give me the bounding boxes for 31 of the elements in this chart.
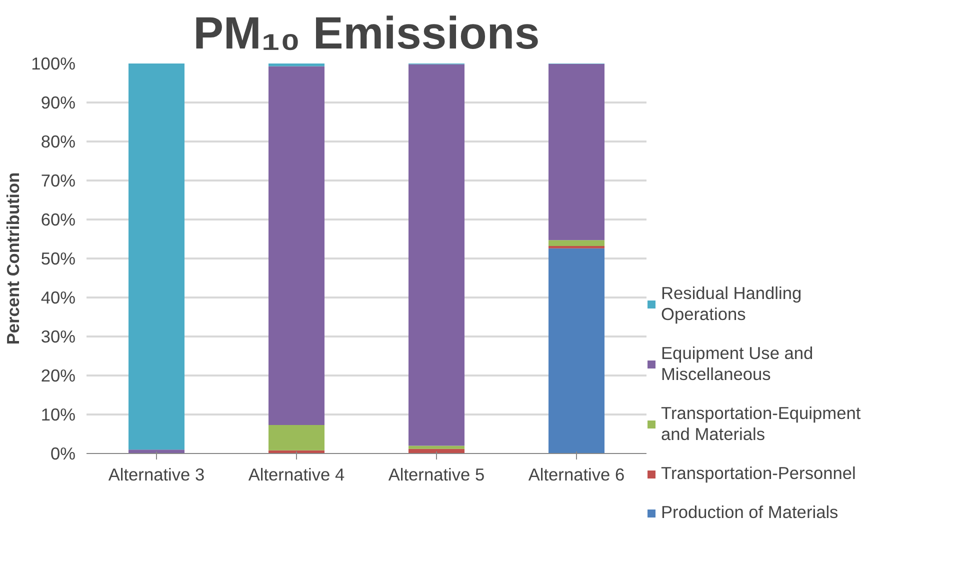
y-tick-label: 70% xyxy=(40,170,76,190)
bar xyxy=(548,240,604,246)
bar xyxy=(548,64,604,240)
legend-label: Residual Handling Operations xyxy=(661,283,802,325)
bar xyxy=(268,64,324,66)
x-tick-label: Alternative 3 xyxy=(108,464,205,484)
x-tick-label: Alternative 4 xyxy=(248,464,346,484)
y-tick-label: 100% xyxy=(31,54,76,74)
y-tick-label: 30% xyxy=(40,326,76,346)
y-axis-title: Percent Contribution xyxy=(3,172,24,345)
bar xyxy=(128,64,184,450)
y-tick-label: 60% xyxy=(40,210,76,230)
legend-label: Equipment Use and Miscellaneous xyxy=(661,343,814,385)
y-tick-label: 90% xyxy=(40,92,76,112)
y-tick-label: 20% xyxy=(40,366,76,386)
x-tick-label: Alternative 5 xyxy=(388,464,485,484)
bar xyxy=(268,66,324,426)
y-tick-label: 40% xyxy=(40,288,76,308)
bar xyxy=(548,248,604,454)
bar xyxy=(408,446,464,449)
x-tick-label: Alternative 6 xyxy=(528,464,625,484)
legend-label: Transportation-Personnel xyxy=(661,463,856,484)
bar xyxy=(408,64,464,446)
bar xyxy=(268,425,324,450)
legend-label: Transportation-Equipment and Materials xyxy=(661,403,861,445)
y-tick-label: 50% xyxy=(40,248,76,268)
legend-label: Production of Materials xyxy=(661,502,838,523)
chart-title: PM₁₀ Emissions xyxy=(193,8,540,58)
y-tick-label: 10% xyxy=(40,404,76,424)
y-tick-label: 0% xyxy=(50,444,76,464)
y-tick-label: 80% xyxy=(40,132,76,152)
